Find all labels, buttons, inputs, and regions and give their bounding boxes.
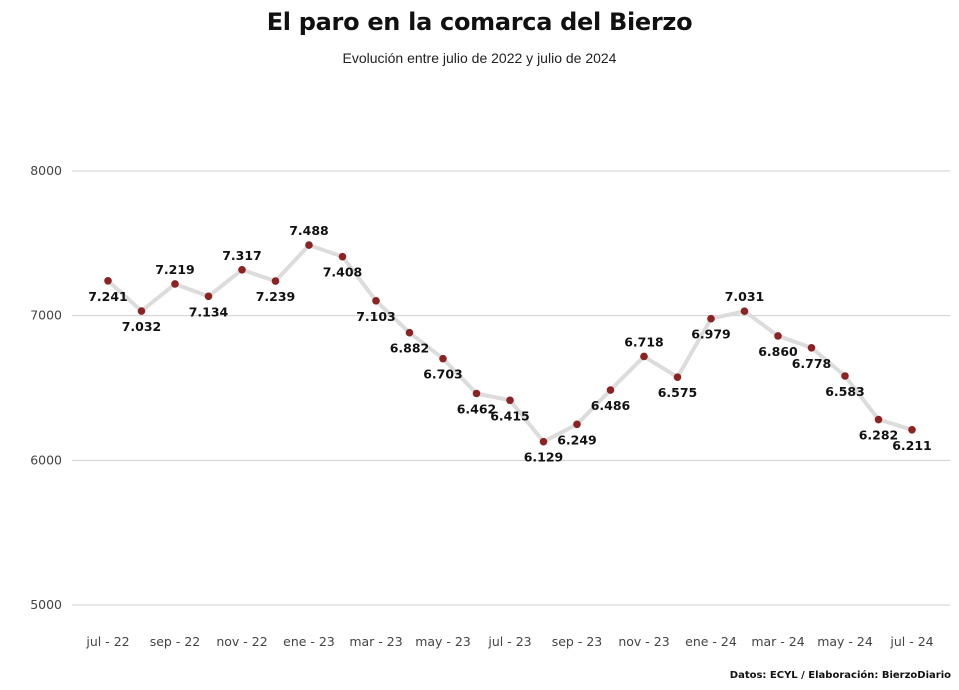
data-label: 7.219 — [155, 262, 195, 277]
x-tick-label: sep - 23 — [552, 634, 603, 649]
x-tick-label: ene - 24 — [685, 634, 737, 649]
x-tick-label: mar - 23 — [349, 634, 402, 649]
x-tick-label: nov - 23 — [618, 634, 669, 649]
x-tick-label: ene - 23 — [283, 634, 335, 649]
data-label: 7.408 — [323, 265, 363, 280]
data-point — [204, 292, 213, 301]
x-tick-label: jul - 24 — [889, 634, 933, 649]
data-point — [707, 314, 715, 323]
data-point — [405, 328, 414, 337]
data-label: 7.134 — [189, 304, 229, 319]
chart-subtitle: Evolución entre julio de 2022 y julio de… — [342, 50, 617, 66]
data-label: 7.241 — [88, 289, 128, 304]
data-point — [640, 352, 648, 361]
x-tick-label: may - 24 — [817, 634, 873, 649]
data-label: 6.860 — [758, 344, 798, 359]
data-point — [841, 372, 849, 380]
data-label: 6.129 — [524, 450, 564, 465]
x-tick-label: nov - 22 — [216, 634, 267, 649]
data-label: 6.282 — [859, 428, 899, 443]
data-point — [606, 386, 615, 394]
data-label: 6.778 — [792, 356, 832, 371]
x-tick-label: mar - 24 — [751, 634, 804, 649]
data-point — [539, 437, 548, 446]
data-labels: 7.241 7.032 7.219 7.134 7.317 7.239 7.488 7.408… — [88, 223, 932, 465]
data-label: 6.703 — [423, 367, 463, 382]
data-point — [472, 389, 481, 398]
data-label: 7.317 — [222, 248, 262, 263]
data-label: 7.032 — [122, 319, 162, 334]
y-tick-label-6000: 6000 — [30, 452, 62, 467]
data-label: 6.882 — [390, 341, 430, 356]
data-point — [774, 332, 782, 340]
source-note: Datos: ECYL / Elaboración: BierzoDiario — [729, 670, 951, 681]
data-label: 6.249 — [557, 432, 597, 447]
data-point — [908, 426, 916, 434]
chart-title: El paro en la comarca del Bierzo — [266, 8, 693, 36]
x-tick-label: sep - 22 — [150, 634, 201, 649]
data-label: 7.103 — [356, 309, 396, 324]
data-point — [338, 252, 347, 261]
data-label: 7.239 — [256, 289, 296, 304]
data-point — [874, 415, 883, 424]
data-points — [104, 241, 916, 446]
data-label: 7.031 — [725, 289, 765, 304]
data-label: 6.718 — [624, 334, 664, 349]
x-tick-label: may - 23 — [415, 634, 471, 649]
data-label: 6.979 — [691, 327, 731, 342]
data-label: 7.488 — [289, 223, 329, 238]
gridlines — [72, 170, 950, 606]
data-label: 6.486 — [591, 398, 631, 413]
data-point — [573, 420, 581, 429]
y-axis-ticks: 5000 6000 7000 8000 — [30, 163, 62, 612]
data-point — [673, 373, 682, 381]
data-point — [171, 280, 179, 288]
data-point — [271, 277, 280, 285]
data-label: 6.575 — [658, 385, 698, 400]
data-point — [372, 296, 380, 305]
data-label: 6.415 — [490, 408, 530, 423]
y-tick-label-8000: 8000 — [30, 163, 62, 178]
y-tick-label-7000: 7000 — [30, 308, 62, 323]
data-label: 6.211 — [892, 438, 932, 453]
data-point — [238, 266, 246, 274]
x-tick-label: jul - 22 — [85, 634, 129, 649]
x-tick-label: jul - 23 — [487, 634, 531, 649]
data-point — [506, 396, 514, 405]
data-point — [305, 241, 313, 249]
x-axis-ticks: jul - 22 sep - 22 nov - 22 ene - 23 mar - 23… — [85, 634, 933, 649]
data-point — [807, 343, 816, 352]
data-point — [104, 277, 112, 285]
data-label: 6.583 — [825, 384, 865, 399]
y-tick-label-5000: 5000 — [30, 597, 62, 612]
data-label: 6.462 — [457, 401, 497, 416]
data-point — [740, 307, 749, 315]
data-point — [439, 354, 447, 363]
data-point — [137, 307, 146, 315]
